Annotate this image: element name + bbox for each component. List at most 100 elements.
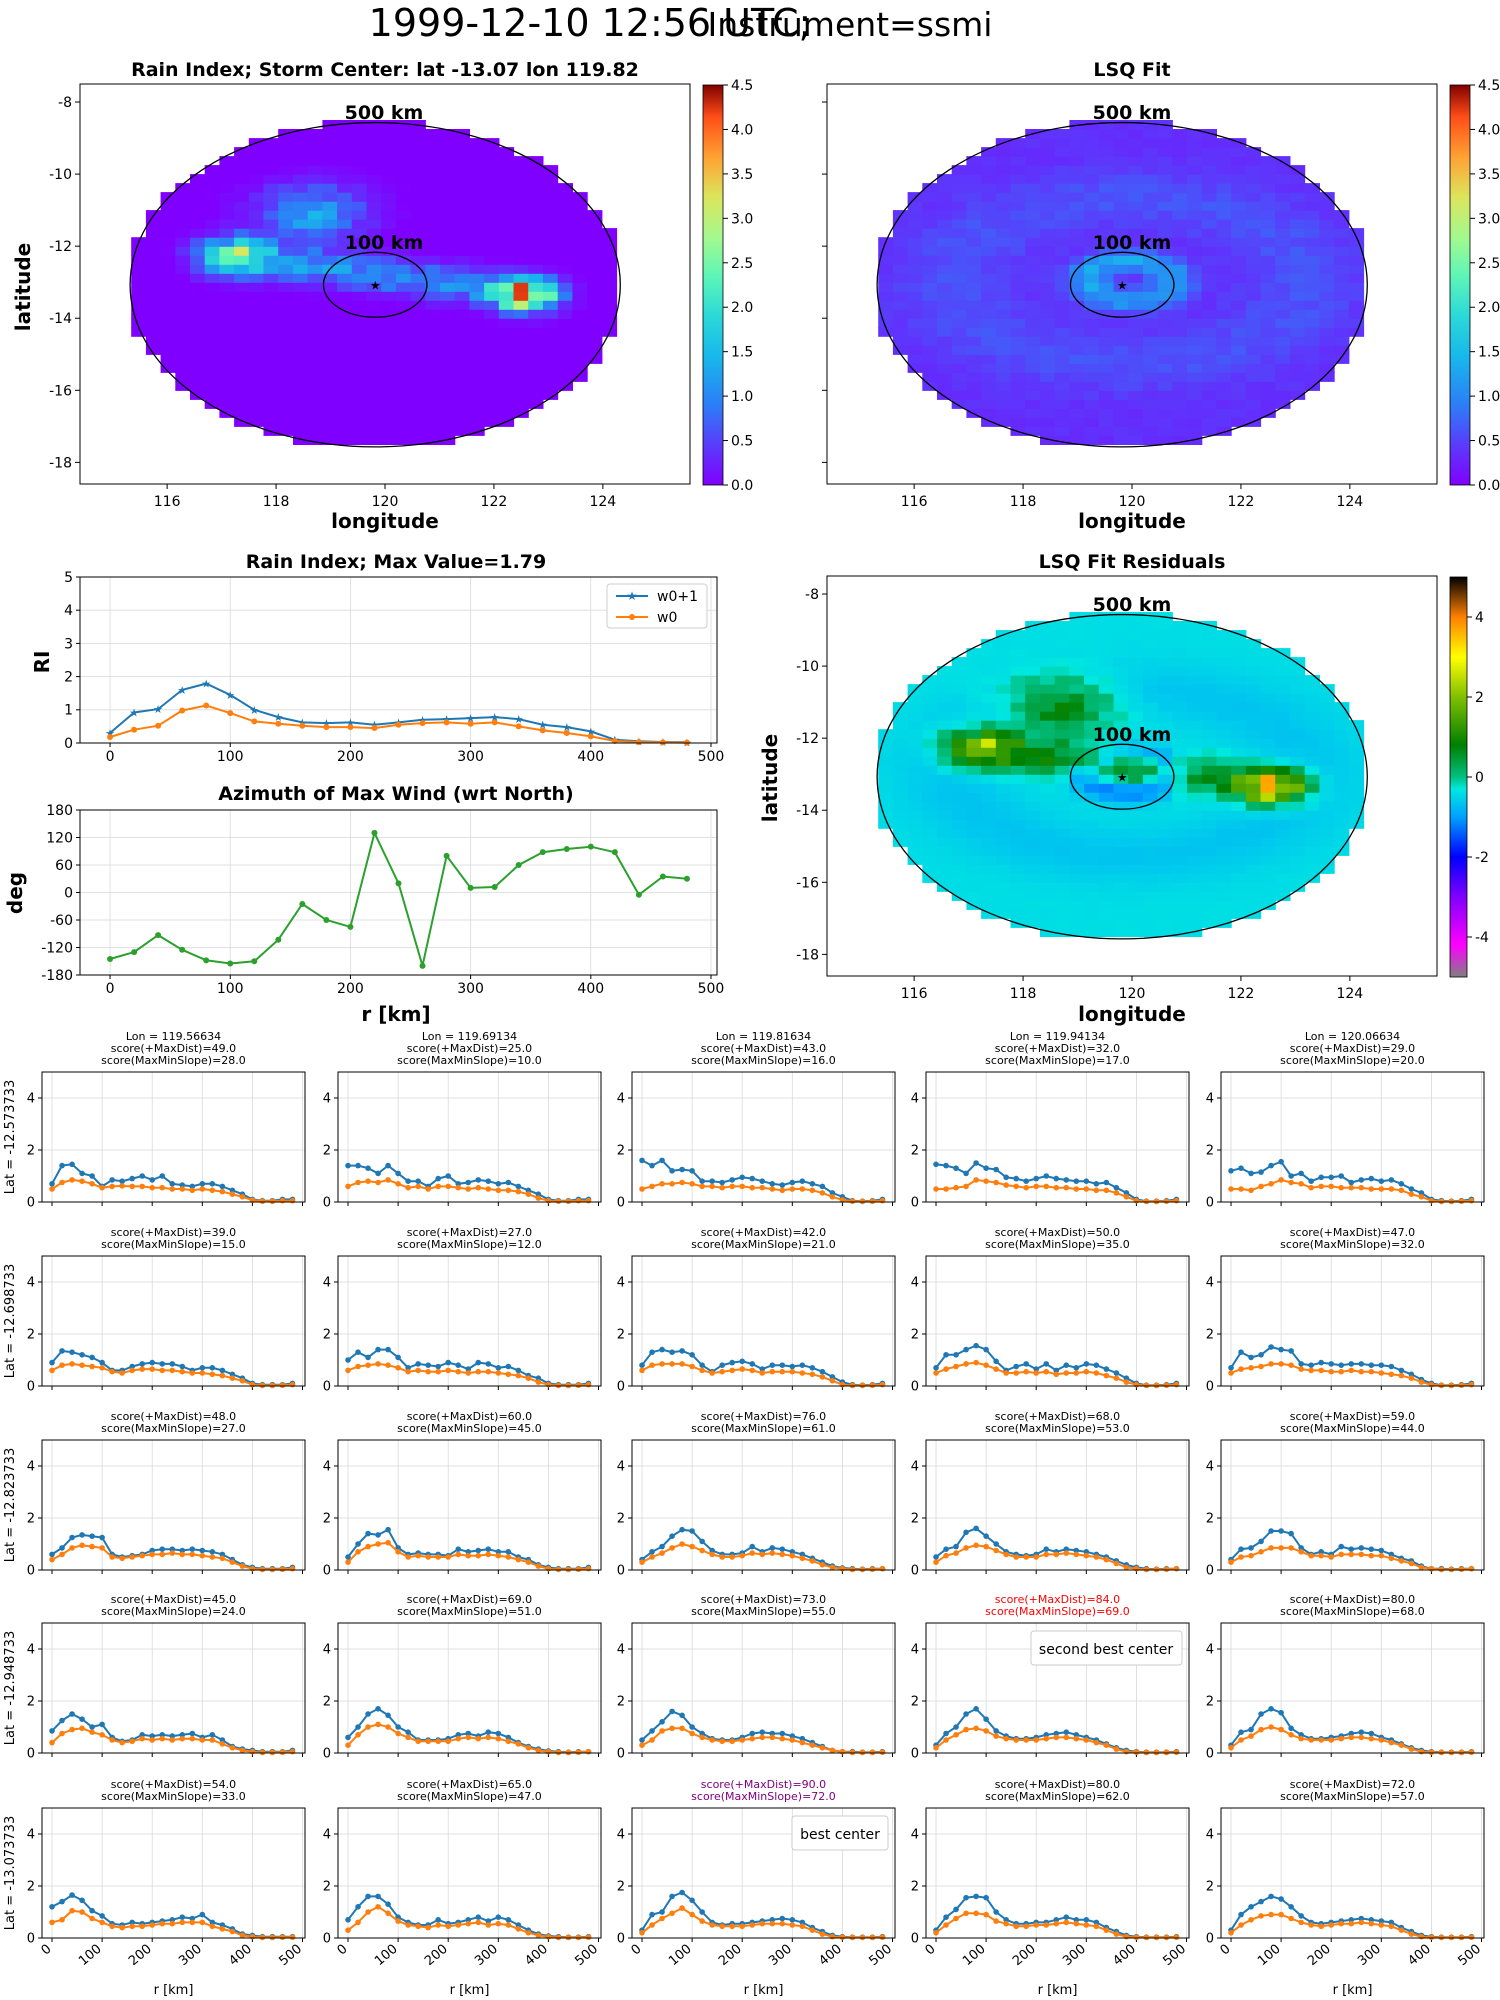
w0p1-point — [669, 1893, 675, 1900]
map-pixel — [1319, 774, 1335, 784]
azimuth-panel: Azimuth of Max Wind (wrt North) 0 100 200 3… — [3, 783, 724, 1026]
w0-point — [587, 733, 594, 740]
map-pixel — [469, 300, 485, 310]
map-pixel — [145, 246, 162, 256]
map-pixel — [1040, 711, 1056, 721]
map-pixel — [922, 354, 938, 364]
map-pixel — [1172, 138, 1188, 148]
map-pixel — [1084, 819, 1100, 829]
residual-map-pixels — [878, 612, 1365, 937]
x-tick-label: 200 — [337, 749, 364, 765]
map-pixel — [1010, 720, 1026, 730]
map-pixel — [248, 201, 265, 211]
map-pixel — [981, 390, 997, 400]
map-pixel — [1157, 219, 1173, 229]
map-pixel — [1098, 855, 1115, 865]
map-pixel — [322, 372, 338, 382]
map-pixel — [1142, 426, 1159, 436]
w0-point — [179, 1735, 186, 1742]
w0-point — [69, 1907, 75, 1914]
map-pixel — [1275, 801, 1291, 811]
map-pixel — [1216, 693, 1232, 703]
y-tick-label: 4 — [27, 1460, 35, 1475]
map-pixel — [410, 147, 426, 157]
map-pixel — [995, 156, 1012, 166]
map-pixel — [1289, 756, 1306, 766]
map-pixel — [351, 165, 368, 175]
w0-point — [365, 1178, 371, 1184]
map-pixel — [131, 309, 147, 319]
map-pixel — [1348, 228, 1365, 238]
w0-point — [375, 1541, 381, 1547]
w0-point — [1173, 1197, 1180, 1204]
w0p1-point — [799, 1178, 806, 1184]
map-pixel — [1187, 774, 1203, 784]
map-pixel — [219, 237, 235, 247]
map-pixel — [1231, 381, 1247, 391]
w0-point — [279, 1566, 286, 1573]
map-pixel — [410, 246, 426, 256]
w0-point — [259, 1198, 266, 1205]
map-pixel — [1260, 363, 1276, 373]
w0p1-point — [475, 1547, 482, 1554]
map-pixel — [1128, 828, 1144, 838]
map-pixel — [907, 273, 923, 283]
w0p1-point — [485, 1918, 492, 1924]
map-pixel — [1040, 246, 1056, 256]
map-pixel — [337, 273, 353, 283]
w0p1-point — [1318, 1359, 1324, 1366]
map-pixel — [1142, 720, 1159, 730]
map-pixel — [1010, 837, 1026, 847]
w0-point — [251, 718, 258, 725]
azimuth-point — [659, 873, 666, 880]
grid-cell: score(MaxMinSlope)=55.0score(+MaxDist)=7… — [617, 1593, 896, 1762]
map-pixel — [1098, 801, 1115, 811]
w0p1-point — [89, 1533, 95, 1539]
w0-point — [149, 1737, 156, 1743]
grid-cell: score(MaxMinSlope)=53.0score(+MaxDist)=6… — [911, 1410, 1190, 1579]
map-pixel — [322, 327, 338, 337]
map-pixel — [995, 810, 1012, 820]
map-pixel — [322, 345, 338, 355]
w0-point — [859, 1198, 866, 1205]
y-tick-label: 2 — [27, 1880, 35, 1895]
map-pixel — [981, 675, 997, 685]
map-pixel — [981, 864, 997, 874]
map-pixel — [234, 174, 250, 184]
w0-point — [425, 1186, 431, 1192]
w0-point — [1113, 1190, 1120, 1196]
map-pixel — [307, 156, 323, 166]
w0-point — [109, 1183, 115, 1190]
map-pixel — [1187, 363, 1203, 373]
map-pixel — [351, 192, 368, 202]
map-pixel — [1187, 255, 1203, 265]
map-pixel — [1245, 738, 1262, 748]
y-tick-label: -10 — [796, 659, 819, 675]
map-pixel — [263, 336, 279, 346]
map-pixel — [1010, 891, 1026, 901]
w0-point — [269, 1382, 276, 1389]
map-pixel — [1260, 390, 1276, 400]
azimuth-point — [611, 849, 618, 856]
w0p1-point — [799, 1551, 806, 1558]
w0p1-point — [699, 1362, 705, 1368]
map-pixel — [1098, 702, 1115, 712]
w0p1-point — [69, 1161, 75, 1168]
map-pixel — [601, 273, 618, 283]
map-pixel — [1172, 237, 1188, 247]
map-pixel — [1142, 639, 1159, 649]
map-pixel — [966, 192, 982, 202]
map-pixel — [1113, 390, 1129, 400]
map-pixel — [234, 237, 250, 247]
w0p1-point — [435, 1363, 441, 1370]
map-pixel — [1142, 363, 1159, 373]
map-pixel — [293, 129, 309, 139]
w0-point — [525, 1375, 532, 1381]
map-pixel — [425, 138, 441, 148]
map-pixel — [1098, 666, 1115, 676]
map-pixel — [484, 264, 500, 274]
map-pixel — [1128, 909, 1144, 919]
map-pixel — [1069, 408, 1085, 418]
map-pixel — [1054, 192, 1070, 202]
map-pixel — [1172, 801, 1188, 811]
